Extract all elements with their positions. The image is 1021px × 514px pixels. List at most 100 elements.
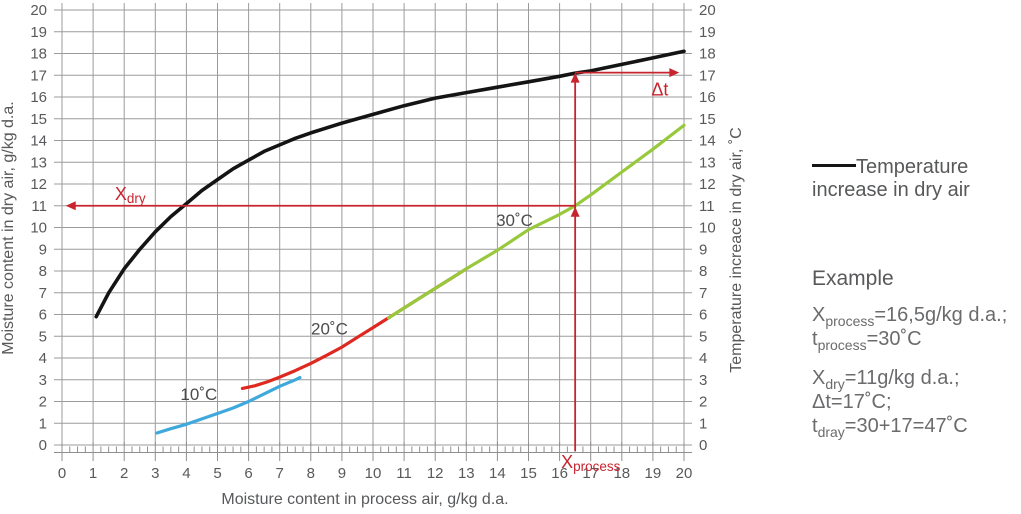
x-tick-label: 12 bbox=[427, 465, 444, 482]
var-value: =17˚C; bbox=[830, 391, 892, 413]
x-tick-label: 4 bbox=[182, 465, 190, 482]
grid bbox=[54, 3, 692, 446]
curve-labels: 10˚C 20˚C 30˚C bbox=[180, 211, 533, 404]
y-left-tick-label: 6 bbox=[39, 307, 47, 324]
y-left-tick-label: 15 bbox=[30, 111, 47, 128]
x-tick-label: 19 bbox=[645, 465, 662, 482]
x-tick-label: 5 bbox=[213, 465, 221, 482]
var-base: X bbox=[812, 304, 826, 326]
example-line-xdry: Xdry=11g/kg d.a.; bbox=[812, 366, 1021, 391]
y-right-tick-label: 18 bbox=[699, 46, 716, 63]
curve-label: 30˚C bbox=[496, 211, 533, 230]
var-base: t bbox=[812, 328, 818, 350]
y-right-tick-label: 17 bbox=[699, 67, 716, 84]
y-left-tick-label: 5 bbox=[39, 328, 47, 345]
y-right-axis-title: Temperature increace in dry air, ˚C bbox=[728, 127, 745, 372]
legend-label-line1: Temperature bbox=[856, 156, 969, 178]
var-base: t bbox=[812, 415, 818, 437]
y-right-tick-label: 7 bbox=[699, 285, 707, 302]
x-tick-label: 10 bbox=[365, 465, 382, 482]
x-tick-label: 7 bbox=[276, 465, 284, 482]
example-line-tdray: tdray=30+17=47˚C bbox=[812, 414, 1021, 440]
delta-t-label: Δt bbox=[651, 79, 668, 99]
legend: Temperature increase in dry air bbox=[812, 156, 1012, 202]
legend-label-line2: increase in dry air bbox=[812, 179, 970, 201]
y-left-tick-label: 13 bbox=[30, 154, 47, 171]
var-subscript: process bbox=[817, 337, 867, 353]
y-right-tick-label: 16 bbox=[699, 89, 716, 106]
example-block-process: Xprocess=16,5g/kg d.a.; tprocess=30˚C bbox=[812, 303, 1021, 353]
x-tick-label: 2 bbox=[120, 465, 128, 482]
y-right-tick-label: 11 bbox=[699, 198, 715, 215]
var-base: X bbox=[812, 367, 826, 389]
var-value: =30˚C bbox=[866, 328, 922, 350]
y-right-tick-label: 14 bbox=[699, 133, 716, 150]
example-line-dt: Δt=17˚C; bbox=[812, 390, 1021, 414]
y-left-tick-label: 17 bbox=[30, 67, 47, 84]
curve-10c bbox=[155, 376, 302, 435]
curve-label: 10˚C bbox=[180, 385, 217, 404]
y-right-tick-label: 5 bbox=[699, 328, 707, 345]
curve-temperature-increase bbox=[94, 49, 686, 319]
annotation-arrowheads bbox=[65, 68, 680, 217]
y-right-tick-label: 1 bbox=[699, 415, 707, 432]
y-left-tick-label: 9 bbox=[39, 241, 47, 258]
y-left-tick-label: 19 bbox=[30, 24, 47, 41]
curve-30c bbox=[387, 123, 686, 320]
x-tick-label: 17 bbox=[582, 465, 599, 482]
var-subscript: process bbox=[825, 313, 875, 329]
y-left-tick-label: 16 bbox=[30, 89, 47, 106]
var-value: =16,5g/kg d.a.; bbox=[874, 304, 1008, 326]
black-line-swatch bbox=[812, 163, 856, 167]
annotation-labels: Xdry Xprocess Δt bbox=[115, 79, 669, 474]
example-line-tprocess: tprocess=30˚C bbox=[812, 327, 1021, 353]
x-tick-label: 6 bbox=[244, 465, 252, 482]
x-axis-title: Moisture content in process air, g/kg d.… bbox=[221, 491, 508, 508]
example-section: Example Xprocess=16,5g/kg d.a.; tprocess… bbox=[812, 267, 1021, 440]
curve-20c bbox=[240, 267, 468, 390]
y-right-tick-label: 15 bbox=[699, 111, 716, 128]
x-tick-label: 18 bbox=[613, 465, 630, 482]
y-left-tick-label: 8 bbox=[39, 263, 47, 280]
y-right-tick-label: 0 bbox=[699, 437, 707, 454]
x-tick-label: 8 bbox=[307, 465, 315, 482]
moisture-temperature-chart: 0 1 2 3 4 5 6 7 8 9 10 11 12 13 14 15 16 17 18 19 200 01 12 23 3… bbox=[0, 2, 745, 508]
y-right-tick-label: 8 bbox=[699, 263, 707, 280]
y-left-tick-label: 18 bbox=[30, 46, 47, 63]
xprocess-label: Xprocess bbox=[561, 452, 621, 474]
y-left-tick-label: 1 bbox=[39, 415, 47, 432]
y-right-tick-label: 4 bbox=[699, 350, 707, 367]
axis-titles: Moisture content in process air, g/kg d.… bbox=[0, 101, 745, 508]
y-right-tick-label: 13 bbox=[699, 154, 716, 171]
x-tick-label: 1 bbox=[89, 465, 97, 482]
var-subscript: dray bbox=[817, 424, 845, 440]
y-left-tick-label: 10 bbox=[30, 220, 47, 237]
y-left-axis-title: Moisture content in dry air, g/kg d.a. bbox=[0, 101, 17, 354]
example-annotations bbox=[71, 71, 676, 451]
x-tick-label: 20 bbox=[676, 465, 693, 482]
y-right-tick-label: 10 bbox=[699, 220, 716, 237]
x-axis-ticks bbox=[54, 442, 692, 461]
y-left-tick-label: 14 bbox=[30, 133, 47, 150]
y-left-tick-label: 0 bbox=[39, 437, 47, 454]
x-tick-label: 11 bbox=[396, 465, 412, 482]
tick-labels: 0 1 2 3 4 5 6 7 8 9 10 11 12 13 14 15 16 17 18 19 200 01 12 23 3… bbox=[30, 2, 715, 482]
x-tick-label: 14 bbox=[489, 465, 506, 482]
y-right-tick-label: 20 bbox=[699, 2, 716, 19]
x-tick-label: 15 bbox=[520, 465, 537, 482]
y-right-tick-label: 3 bbox=[699, 372, 707, 389]
var-base: Δt bbox=[812, 391, 831, 413]
y-right-tick-label: 12 bbox=[699, 176, 716, 193]
example-block-result: Xdry=11g/kg d.a.; Δt=17˚C; tdray=30+17=4… bbox=[812, 366, 1021, 440]
y-right-tick-label: 2 bbox=[699, 394, 707, 411]
x-tick-label: 9 bbox=[338, 465, 346, 482]
y-left-tick-label: 11 bbox=[31, 198, 47, 215]
y-left-tick-label: 2 bbox=[39, 394, 47, 411]
y-left-tick-label: 12 bbox=[30, 176, 47, 193]
xdry-label: Xdry bbox=[115, 184, 146, 206]
y-left-tick-label: 7 bbox=[39, 285, 47, 302]
x-tick-label: 16 bbox=[551, 465, 568, 482]
example-line-xprocess: Xprocess=16,5g/kg d.a.; bbox=[812, 303, 1021, 329]
y-left-tick-label: 20 bbox=[30, 2, 47, 19]
